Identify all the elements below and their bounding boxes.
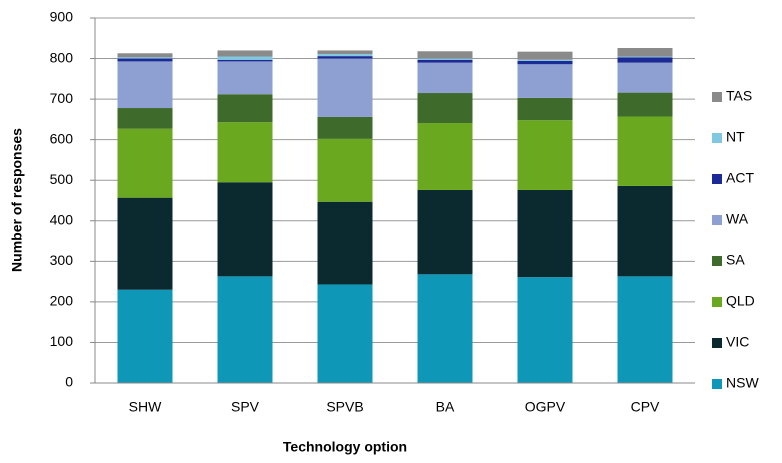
bar-segment xyxy=(617,185,673,277)
y-tick-label: 800 xyxy=(50,49,74,65)
bar-segment xyxy=(517,97,573,121)
bar-segment xyxy=(317,138,373,202)
bar-segment xyxy=(517,59,573,61)
legend-swatch xyxy=(712,174,722,184)
x-tick-label: BA xyxy=(436,399,455,415)
bar-segment xyxy=(617,116,673,186)
x-tick-label: CPV xyxy=(631,399,660,415)
bar-segment xyxy=(317,284,373,383)
bar-segment xyxy=(417,58,473,60)
y-tick-label: 700 xyxy=(50,90,74,106)
legend-label: TAS xyxy=(726,88,752,104)
bar-segment xyxy=(517,189,573,278)
bar-segment xyxy=(317,201,373,285)
legend-label: NSW xyxy=(726,375,759,391)
bar-segment xyxy=(617,276,673,383)
legend-swatch xyxy=(712,379,722,389)
legend-label: NT xyxy=(726,129,745,145)
bar-segment xyxy=(617,56,673,58)
bar-segment xyxy=(617,62,673,93)
bar-segment xyxy=(417,62,473,94)
legend-swatch xyxy=(712,133,722,143)
x-axis-title: Technology option xyxy=(283,439,407,455)
bar-segment xyxy=(217,276,273,383)
bar-segment xyxy=(317,58,373,117)
bar-segment xyxy=(217,122,273,183)
bar-segment xyxy=(217,56,273,60)
bar-segment xyxy=(217,59,273,62)
legend-swatch xyxy=(712,92,722,102)
y-tick-label: 600 xyxy=(50,130,74,146)
bar-segment xyxy=(117,57,173,59)
bar-segment xyxy=(417,189,473,275)
bar-segment xyxy=(117,58,173,62)
legend-swatch xyxy=(712,338,722,348)
bar-segment xyxy=(417,274,473,383)
bar-segment xyxy=(217,94,273,123)
legend-swatch xyxy=(712,256,722,266)
y-tick-label: 300 xyxy=(50,252,74,268)
legend-label: QLD xyxy=(726,293,755,309)
bar-segment xyxy=(617,48,673,57)
bar-segment xyxy=(117,53,173,58)
y-tick-label: 100 xyxy=(50,333,74,349)
bar-segment xyxy=(417,51,473,59)
bar-segment xyxy=(517,60,573,65)
bar-segment xyxy=(117,197,173,290)
bar-segment xyxy=(117,128,173,198)
bar-segment xyxy=(617,57,673,63)
legend-label: ACT xyxy=(726,170,754,186)
bar-segment xyxy=(117,61,173,109)
x-tick-label: SPVB xyxy=(326,399,363,415)
x-tick-label: OGPV xyxy=(525,399,566,415)
legend-label: VIC xyxy=(726,334,749,350)
bar-segment xyxy=(117,108,173,129)
bar-segment xyxy=(517,64,573,98)
bar-segment xyxy=(417,59,473,63)
y-tick-label: 500 xyxy=(50,171,74,187)
bar-segment xyxy=(517,277,573,383)
bar-segment xyxy=(117,289,173,383)
bar-segment xyxy=(517,51,573,60)
x-tick-label: SPV xyxy=(231,399,260,415)
y-axis-title: Number of responses xyxy=(9,128,25,272)
y-tick-label: 400 xyxy=(50,211,74,227)
bar-segment xyxy=(417,93,473,124)
y-tick-label: 0 xyxy=(65,374,73,390)
legend-swatch xyxy=(712,297,722,307)
bar-segment xyxy=(417,123,473,190)
bar-segment xyxy=(217,50,273,57)
x-tick-label: SHW xyxy=(129,399,162,415)
bar-segment xyxy=(317,50,373,55)
bar-segment xyxy=(617,92,673,117)
bar-segment xyxy=(317,116,373,139)
legend-label: WA xyxy=(726,211,749,227)
bar-segment xyxy=(317,56,373,59)
legend-swatch xyxy=(712,215,722,225)
bar-segment xyxy=(217,182,273,277)
y-tick-label: 200 xyxy=(50,293,74,309)
bar-segment xyxy=(317,54,373,57)
legend-label: SA xyxy=(726,252,745,268)
bar-segment xyxy=(517,120,573,190)
bar-segment xyxy=(217,61,273,95)
y-tick-label: 900 xyxy=(50,9,74,25)
